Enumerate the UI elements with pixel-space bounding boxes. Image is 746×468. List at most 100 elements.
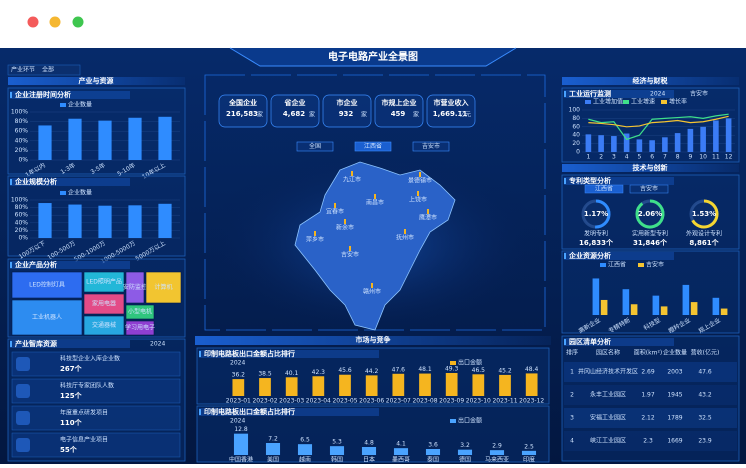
treemap-label: LED照明产品 — [86, 278, 122, 286]
x-tick-label: 越南 — [299, 456, 311, 464]
list-value: 125个 — [60, 391, 83, 400]
legend-label: 工业增速 — [631, 98, 655, 106]
value-label: 40.1 — [285, 370, 299, 377]
table-header: 企业数量 — [663, 349, 687, 357]
table-row[interactable] — [564, 362, 737, 382]
panel-title: 产业智库资源 — [15, 339, 57, 348]
city-label[interactable]: 南昌市 — [366, 199, 384, 207]
legend-swatch — [623, 100, 629, 104]
treemap-cell[interactable] — [11, 271, 83, 299]
value-label: 45.6 — [338, 367, 352, 374]
city-label[interactable]: 新余市 — [336, 224, 354, 232]
bar — [585, 134, 592, 152]
table-cell: 2003 — [667, 369, 682, 376]
close-button[interactable] — [27, 16, 39, 28]
list-icon — [16, 384, 30, 398]
bar — [68, 118, 82, 160]
table-row[interactable] — [564, 385, 737, 405]
panel-title: 企业注册时间分析 — [14, 90, 71, 99]
table-cell: 井冈山经济技术开发区 — [578, 368, 638, 376]
table-row[interactable] — [564, 408, 737, 428]
x-tick-label: 2023-12 — [519, 398, 544, 405]
kpi-label: 省企业 — [284, 98, 306, 107]
year-select[interactable]: 2024 — [650, 91, 665, 98]
panel — [7, 175, 186, 257]
bar — [622, 289, 630, 315]
treemap-cell[interactable] — [125, 320, 155, 336]
bar — [611, 136, 617, 152]
table-cell: 1.97 — [641, 392, 655, 399]
kpi-value: 4,682 — [283, 110, 305, 118]
panel-title: 专利类型分析 — [569, 176, 611, 185]
window-bar — [0, 0, 746, 48]
legend-swatch — [60, 103, 66, 107]
tab[interactable] — [629, 184, 669, 194]
map-tab-label[interactable]: 吉安市 — [422, 142, 440, 150]
bar — [419, 373, 431, 396]
tab-label[interactable]: 江西省 — [595, 185, 613, 193]
city-label[interactable]: 抚州市 — [396, 234, 414, 242]
panel-title-marker — [564, 253, 566, 259]
bar — [297, 444, 313, 455]
panel-title-bar — [564, 90, 674, 98]
x-tick-label: 5 — [637, 154, 641, 161]
city-label[interactable]: 景德镇市 — [408, 177, 432, 185]
year-select[interactable]: 2024 — [150, 341, 165, 348]
treemap-cell[interactable] — [125, 271, 145, 304]
x-tick-label: 2023-01 — [226, 398, 251, 405]
map-frame — [204, 74, 546, 331]
bar — [521, 450, 537, 455]
y-tick-label: 0% — [18, 235, 28, 242]
city-label[interactable]: 宜春市 — [326, 208, 344, 216]
kpi-value: 1,669.11 — [433, 110, 468, 118]
table-header: 面积(km²) — [634, 349, 662, 357]
city-marker — [374, 194, 376, 199]
year-select[interactable]: 2024 — [230, 360, 245, 367]
legend-label: 企业数量 — [68, 101, 92, 109]
table-row[interactable] — [564, 431, 737, 451]
city-label[interactable]: 吉安市 — [341, 251, 359, 259]
x-tick-label: 8 — [676, 154, 680, 161]
minimize-button[interactable] — [49, 16, 61, 28]
bar — [98, 205, 112, 238]
city-label[interactable]: 上饶市 — [409, 196, 427, 204]
year-select[interactable]: 2024 — [230, 418, 245, 425]
filter-box[interactable] — [7, 64, 81, 76]
y-tick-label: 40 — [572, 132, 580, 139]
maximize-button[interactable] — [72, 16, 84, 28]
map-tab[interactable] — [296, 141, 334, 152]
treemap-cell[interactable] — [125, 304, 155, 320]
map-tab-label[interactable]: 江西省 — [364, 142, 382, 150]
treemap-cell[interactable] — [83, 293, 125, 315]
y-tick-label: 100% — [11, 109, 28, 116]
filter-value[interactable]: 全部 — [42, 66, 54, 74]
tab[interactable] — [584, 184, 624, 194]
value-label: 4.1 — [396, 441, 406, 448]
panel-title-marker — [10, 179, 12, 185]
legend-swatch — [600, 263, 606, 267]
city-label[interactable]: 赣州市 — [363, 288, 381, 296]
city-marker — [351, 171, 353, 176]
map-tab[interactable] — [354, 141, 392, 152]
x-tick-label: 1 — [586, 154, 590, 161]
y-tick-label: 100 — [569, 107, 581, 114]
city-label[interactable]: 萍乡市 — [306, 236, 324, 244]
treemap-cell[interactable] — [11, 299, 83, 336]
patent-count: 16,833个 — [579, 238, 614, 247]
panel-title-bar — [10, 261, 130, 269]
treemap-cell[interactable] — [83, 315, 125, 336]
city-label[interactable]: 鹰潭市 — [419, 214, 437, 222]
map-tab[interactable] — [412, 141, 450, 152]
map-tab-label[interactable]: 全国 — [309, 142, 321, 150]
city-label[interactable]: 九江市 — [343, 176, 361, 184]
title-plate — [229, 47, 517, 67]
treemap-cell[interactable] — [83, 271, 125, 293]
bar — [598, 135, 604, 152]
region-select[interactable]: 吉安市 — [690, 90, 708, 98]
tab-label[interactable]: 吉安市 — [640, 185, 658, 193]
table-header: 园区名称 — [596, 349, 620, 357]
table-cell: 32.5 — [698, 415, 712, 422]
bar — [38, 203, 52, 238]
treemap-cell[interactable] — [145, 271, 182, 304]
bar — [652, 295, 660, 315]
